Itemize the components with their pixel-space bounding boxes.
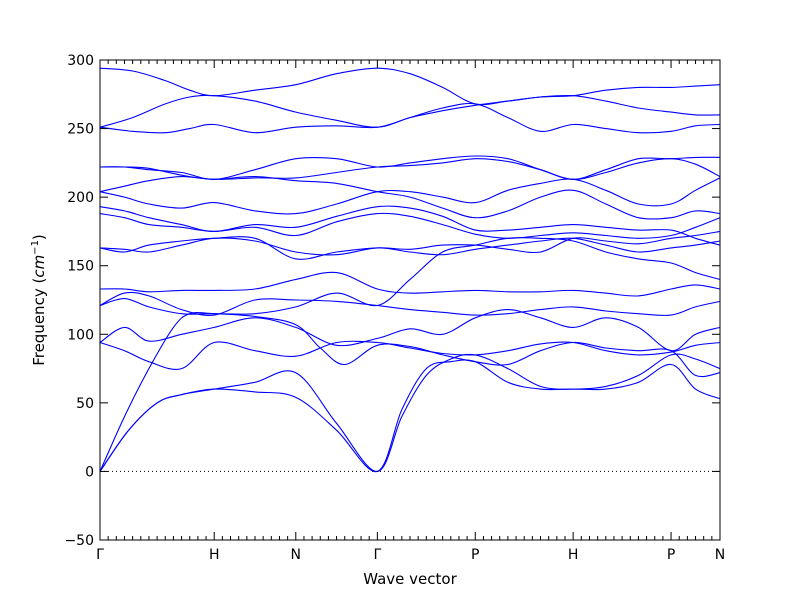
y-tick-label: 0	[85, 464, 94, 480]
band-line-3	[99, 340, 721, 370]
x-tick-label: P	[471, 547, 479, 563]
band-line-16	[99, 102, 721, 134]
band-line-4	[99, 309, 721, 352]
band-line-12	[99, 177, 721, 215]
band-line-11	[99, 205, 721, 246]
band-lines	[99, 67, 721, 472]
x-tick-label: H	[568, 547, 579, 563]
y-tick-label: 200	[67, 190, 94, 206]
band-line-13	[99, 176, 721, 220]
x-tick-label: Γ	[373, 547, 381, 563]
band-line-9	[99, 230, 721, 260]
band-line-5	[99, 237, 721, 315]
band-line-6	[99, 291, 721, 317]
y-tick-label: 150	[67, 259, 94, 275]
band-line-15	[99, 158, 721, 180]
y-axis-title: Frequency (cm−1)	[30, 234, 48, 366]
x-tick-label: H	[209, 547, 220, 563]
band-line-1	[99, 359, 721, 472]
band-line-8	[99, 237, 721, 256]
y-tick-label: −50	[64, 533, 94, 549]
x-axis-title: Wave vector	[363, 570, 457, 588]
x-tick-label: Γ	[96, 547, 104, 563]
band-line-14	[99, 155, 721, 180]
band-line-7	[99, 271, 721, 297]
y-axis: −50 0 50 100 150 200 250 300	[64, 53, 720, 549]
y-tick-label: 300	[67, 53, 94, 69]
x-tick-label: N	[715, 547, 725, 563]
y-tick-label: 250	[67, 122, 94, 138]
x-tick-label: N	[291, 547, 301, 563]
x-tick-label: P	[667, 547, 675, 563]
band-line-10	[99, 212, 721, 239]
band-line-18	[99, 67, 721, 106]
y-tick-label: 50	[76, 396, 94, 412]
band-line-2	[99, 312, 721, 472]
band-line-17	[99, 94, 721, 128]
band-line-0	[99, 353, 721, 472]
y-tick-label: 100	[67, 327, 94, 343]
